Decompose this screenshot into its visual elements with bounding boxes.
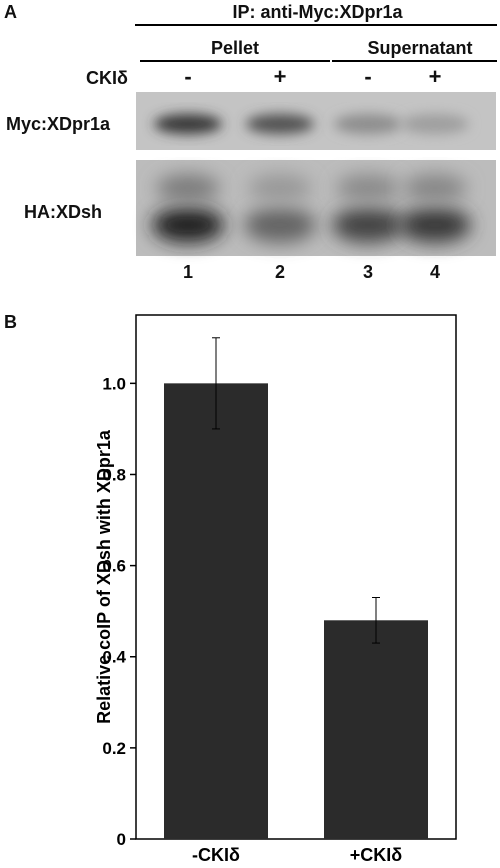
ha-band-lane-4 <box>399 207 471 243</box>
lane-number-4: 4 <box>429 262 440 282</box>
ha-row-label: HA:XDsh <box>24 202 103 222</box>
lane-sign-2: + <box>273 64 287 89</box>
y-tick-label-5: 1.0 <box>102 374 126 393</box>
supernatant-label: Supernatant <box>367 38 473 58</box>
lane-sign-4: + <box>428 64 442 89</box>
ha-smear-lane-1 <box>156 174 220 202</box>
lane-number-3: 3 <box>362 262 373 282</box>
ha-band-lane-3 <box>332 207 404 243</box>
ha-band-lane-1 <box>152 207 224 243</box>
y-tick-label-2: 0.4 <box>102 648 126 667</box>
western-blot <box>136 92 496 256</box>
x-category-label-2: +CKIδ <box>350 845 403 865</box>
pellet-label: Pellet <box>210 38 260 58</box>
myc-band-lane-2 <box>246 114 314 134</box>
pellet-rule <box>140 60 330 62</box>
bar-chart: Relative coIP of XDsh with XDpr1a 0 0.2 0.… <box>94 314 457 865</box>
ip-rule <box>135 24 497 26</box>
myc-band-lane-1 <box>154 114 222 134</box>
y-tick-label-4: 0.8 <box>102 465 126 484</box>
supernatant-rule <box>332 60 497 62</box>
myc-band-lane-3 <box>334 114 402 134</box>
bar-2 <box>324 620 428 839</box>
y-tick-label-3: 0.6 <box>102 557 126 576</box>
ip-label: IP: anti-Myc:XDpr1a <box>232 2 403 22</box>
ha-smear-lane-3 <box>336 174 400 202</box>
plot-frame <box>135 314 457 840</box>
ha-smear-lane-4 <box>403 174 467 202</box>
lane-number-1: 1 <box>182 262 193 282</box>
lane-number-2: 2 <box>274 262 285 282</box>
x-category-label-1: -CKIδ <box>192 845 240 865</box>
ck-label: CKIδ <box>86 68 128 88</box>
lane-sign-3: - <box>364 64 372 89</box>
lane-sign-1: - <box>184 64 192 89</box>
y-tick-label-0: 0 <box>117 830 126 849</box>
y-axis-label: Relative coIP of XDsh with XDpr1a <box>94 429 114 724</box>
y-tick-label-1: 0.2 <box>102 739 126 758</box>
panel-a-letter: A <box>4 2 17 22</box>
panel-b-letter: B <box>4 312 17 332</box>
ha-smear-lane-2 <box>248 174 312 202</box>
myc-band-lane-4 <box>401 114 469 134</box>
bar-1 <box>164 383 268 839</box>
myc-row-label: Myc:XDpr1a <box>6 114 111 134</box>
ha-band-lane-2 <box>244 207 316 243</box>
